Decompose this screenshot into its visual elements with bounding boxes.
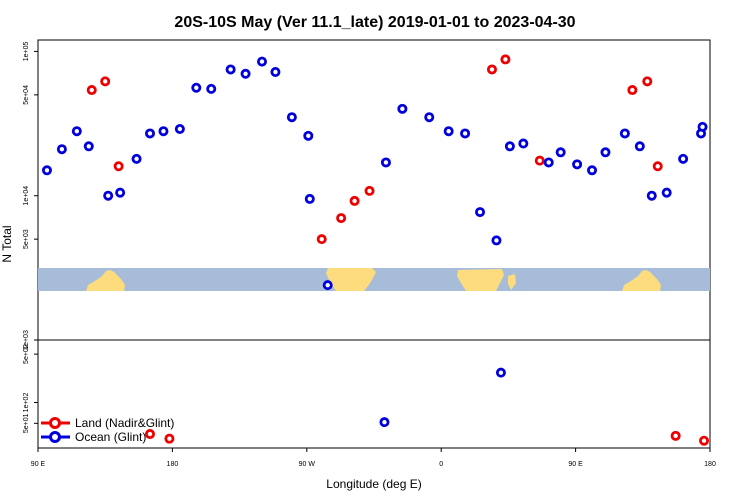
ocean-point	[424, 112, 435, 123]
ocean-point	[115, 187, 126, 198]
ocean-point	[572, 159, 583, 170]
land-point	[349, 195, 360, 206]
x-tick-label: 90 E	[568, 461, 583, 468]
land-point	[699, 435, 710, 446]
ocean-point	[379, 417, 390, 428]
ocean-point	[460, 128, 471, 139]
ocean-point	[678, 153, 689, 164]
land-point	[534, 155, 545, 166]
ocean-point	[634, 141, 645, 152]
ocean-point	[71, 126, 82, 137]
ocean-point	[41, 165, 52, 176]
land-point	[316, 234, 327, 245]
ocean-point	[225, 64, 236, 75]
land-madagascar	[508, 274, 516, 290]
ocean-point	[380, 157, 391, 168]
y-tick-label: 5e+03	[23, 229, 30, 249]
x-tick-label: 0	[439, 461, 443, 468]
ocean-point	[495, 367, 506, 378]
ocean-point	[270, 67, 281, 78]
ocean-point	[303, 130, 314, 141]
x-tick-label: 180	[167, 461, 179, 468]
land-point	[144, 429, 155, 440]
x-axis: 90 E 180 90 W 0 90 E 180	[31, 448, 716, 468]
y-tick-label: 5e+01	[23, 413, 30, 433]
ocean-point	[397, 103, 408, 114]
ocean-point	[304, 193, 315, 204]
plot-frame	[37, 39, 711, 449]
ocean-point	[619, 128, 630, 139]
ocean-point	[103, 190, 114, 201]
x-axis-label: Longitude (deg E)	[326, 477, 421, 491]
ocean-point	[286, 112, 297, 123]
land-point	[100, 76, 111, 87]
ocean-point	[206, 83, 217, 94]
y-axis-label: N Total	[0, 225, 14, 262]
ocean-point	[131, 153, 142, 164]
y-axis-upper: 1e+03 5e+03 1e+04 5e+04 1e+05	[23, 41, 38, 350]
ocean-point	[144, 128, 155, 139]
x-tick-label: 180	[704, 461, 716, 468]
ocean-point	[587, 165, 598, 176]
ocean-point	[56, 144, 67, 155]
ocean-point	[661, 187, 672, 198]
ocean-point	[256, 56, 267, 67]
land-australia	[86, 270, 125, 291]
land-point	[627, 85, 638, 96]
ocean-point	[322, 280, 333, 291]
ocean-point	[697, 121, 708, 132]
y-tick-label: 1e+02	[23, 393, 30, 413]
y-tick-label: 5e+02	[23, 344, 30, 364]
ocean-point	[518, 138, 529, 149]
land-point	[364, 185, 375, 196]
ocean-band	[38, 268, 710, 291]
y-tick-label: 1e+03	[23, 330, 30, 350]
ocean-point	[504, 141, 515, 152]
land-south-america	[326, 268, 376, 291]
land-australia-repeat	[622, 270, 661, 291]
ocean-point	[475, 207, 486, 218]
y-tick-label: 1e+05	[23, 41, 30, 61]
x-tick-label: 90 W	[299, 461, 316, 468]
land-africa	[457, 269, 504, 291]
land-point	[642, 76, 653, 87]
land-point	[500, 54, 511, 65]
x-tick-label: 90 E	[31, 461, 46, 468]
ocean-point	[646, 190, 657, 201]
ocean-point	[491, 235, 502, 246]
ocean-point	[83, 141, 94, 152]
ocean-point	[240, 68, 251, 79]
y-tick-label: 1e+04	[23, 186, 30, 206]
land-point	[486, 64, 497, 75]
land-point	[113, 161, 124, 172]
land-point	[652, 161, 663, 172]
ocean-point	[555, 147, 566, 158]
map-strip	[38, 268, 710, 291]
data-points	[41, 54, 710, 446]
land-point	[86, 85, 97, 96]
legend-land-label: Land (Nadir&Glint)	[75, 416, 174, 430]
legend-ocean-marker	[49, 431, 61, 443]
ocean-point	[600, 147, 611, 158]
ocean-point	[443, 126, 454, 137]
y-tick-label: 5e+04	[23, 85, 30, 105]
land-point	[670, 430, 681, 441]
land-point	[336, 213, 347, 224]
ocean-point	[191, 82, 202, 93]
ocean-point	[158, 126, 169, 137]
chart-title: 20S-10S May (Ver 11.1_late) 2019-01-01 t…	[174, 14, 575, 31]
legend: Land (Nadir&Glint) Ocean (Glint)	[41, 416, 174, 444]
legend-ocean-label: Ocean (Glint)	[75, 430, 146, 444]
legend-land-marker	[49, 417, 61, 429]
land-point	[164, 433, 175, 444]
ocean-point	[174, 123, 185, 134]
ocean-point	[543, 157, 554, 168]
